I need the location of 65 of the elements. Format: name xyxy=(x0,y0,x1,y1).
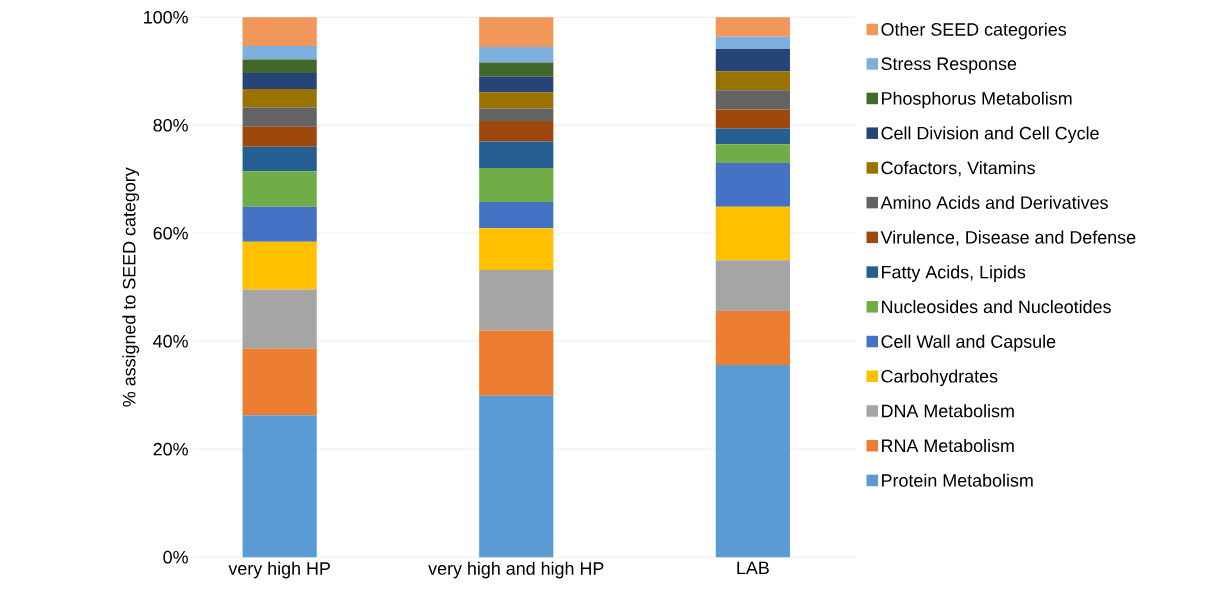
bar xyxy=(715,365,790,558)
bar xyxy=(242,59,317,74)
bar xyxy=(715,71,790,91)
bar xyxy=(242,89,317,108)
bar xyxy=(479,108,554,122)
bar xyxy=(479,76,554,93)
legend-label: Fatty Acids, Lipids xyxy=(882,265,1026,283)
bar xyxy=(715,260,790,312)
legend-label: Cofactors, Vitamins xyxy=(881,161,1035,177)
legend-label: Stress Response xyxy=(881,57,1017,74)
legend-label: Protein Metabolism xyxy=(882,473,1033,487)
bar xyxy=(715,206,790,261)
bar xyxy=(715,49,790,72)
legend-label: Amino Acids and Derivatives xyxy=(880,195,1108,210)
legend-label: DNA Metabolism xyxy=(882,404,1014,418)
bar xyxy=(479,121,554,142)
y-tick-label: 100% xyxy=(144,11,188,24)
bar xyxy=(715,90,790,110)
bar xyxy=(242,73,317,90)
bar xyxy=(479,395,554,558)
bar xyxy=(242,17,317,47)
legend-label: Phosphorus Metabolism xyxy=(882,91,1072,109)
y-tick-label: 80% xyxy=(153,119,188,132)
bar xyxy=(715,163,790,207)
bar xyxy=(479,202,554,229)
bar xyxy=(242,206,317,243)
legend-label: Cell Division and Cell Cycle xyxy=(881,126,1099,144)
bar xyxy=(242,147,317,172)
x-tick-label: LAB xyxy=(737,561,769,575)
bar xyxy=(715,311,790,366)
bar xyxy=(715,128,790,145)
legend-label: Carbohydrates xyxy=(881,369,998,387)
bar xyxy=(479,330,554,396)
bar xyxy=(715,109,790,129)
bar xyxy=(242,242,317,290)
legend-label: RNA Metabolism xyxy=(882,439,1014,453)
x-tick-label: very high HP xyxy=(228,561,330,579)
bar xyxy=(242,348,317,416)
bar xyxy=(242,127,317,147)
bar xyxy=(479,270,554,331)
bar xyxy=(479,168,554,203)
legend-label: Other SEED categories xyxy=(881,22,1067,40)
bar xyxy=(479,92,554,109)
bar xyxy=(479,62,554,77)
y-tick-label: 60% xyxy=(153,227,188,240)
legend-label: Nucleosides and Nucleotides xyxy=(882,300,1111,314)
y-tick-label: 40% xyxy=(153,335,188,348)
legend-label: Cell Wall and Capsule xyxy=(881,334,1056,352)
bar xyxy=(242,415,317,558)
y-axis-title: % assigned to SEED category xyxy=(122,167,140,407)
y-tick-label: 20% xyxy=(153,443,188,456)
bar xyxy=(479,17,554,48)
bar xyxy=(715,144,790,164)
bar xyxy=(715,17,790,37)
bar xyxy=(479,141,554,169)
bar xyxy=(479,47,554,63)
bar xyxy=(242,171,317,207)
x-tick-label: very high and high HP xyxy=(428,561,604,579)
bar xyxy=(715,36,790,50)
bar xyxy=(479,228,554,271)
bar xyxy=(242,289,317,349)
bar xyxy=(242,107,317,128)
bar xyxy=(242,46,317,60)
legend-label: Virulence, Disease and Defense xyxy=(880,230,1136,246)
y-tick-label: 0% xyxy=(163,550,188,564)
